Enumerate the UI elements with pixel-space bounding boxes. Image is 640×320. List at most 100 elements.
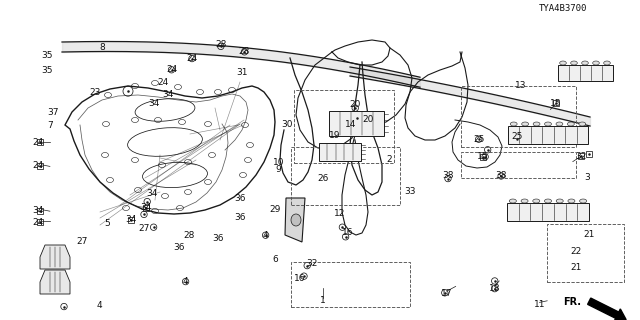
Text: 27: 27 [76, 237, 88, 246]
Text: 4: 4 [97, 301, 102, 310]
Text: 3: 3 [585, 173, 590, 182]
Text: 34: 34 [148, 100, 159, 108]
Ellipse shape [522, 122, 529, 126]
Text: 11: 11 [534, 300, 545, 309]
Text: 16: 16 [294, 274, 305, 283]
Bar [37, 220, 44, 225]
Text: 24: 24 [33, 218, 44, 227]
Ellipse shape [545, 199, 552, 203]
Text: 28: 28 [239, 47, 250, 56]
Bar [461, 152, 576, 178]
Text: 15: 15 [550, 99, 561, 108]
Text: 1: 1 [321, 296, 326, 305]
Ellipse shape [604, 61, 611, 65]
Bar [552, 100, 559, 106]
Text: 34: 34 [147, 189, 158, 198]
Bar [291, 262, 410, 307]
Ellipse shape [582, 61, 588, 65]
Ellipse shape [532, 199, 540, 203]
Ellipse shape [556, 122, 563, 126]
Text: 22: 22 [570, 247, 582, 256]
Text: 8: 8 [100, 43, 105, 52]
Text: 10: 10 [273, 158, 284, 167]
Ellipse shape [510, 122, 517, 126]
Text: 34: 34 [140, 204, 152, 212]
Bar [37, 140, 44, 145]
Text: 12: 12 [333, 209, 345, 218]
Text: 28: 28 [215, 40, 227, 49]
Text: 4: 4 [263, 231, 268, 240]
Text: 23: 23 [89, 88, 100, 97]
Bar [557, 65, 612, 81]
Ellipse shape [533, 122, 540, 126]
Bar [319, 143, 361, 161]
Text: 24: 24 [157, 78, 169, 87]
Text: 36: 36 [173, 244, 185, 252]
Ellipse shape [579, 122, 586, 126]
Text: 17: 17 [441, 289, 452, 298]
Text: 26: 26 [317, 174, 329, 183]
Text: 20: 20 [362, 115, 374, 124]
Bar [480, 154, 486, 160]
Bar [291, 147, 400, 205]
Text: 24: 24 [33, 138, 44, 147]
Bar [461, 86, 576, 147]
Text: 4: 4 [183, 277, 188, 286]
Text: 6: 6 [273, 255, 278, 264]
Text: 16: 16 [342, 228, 353, 237]
Bar [37, 208, 44, 213]
Text: 32: 32 [575, 152, 587, 161]
Text: 33: 33 [404, 187, 415, 196]
Text: 18: 18 [489, 284, 500, 293]
Text: 21: 21 [583, 230, 595, 239]
Text: 25: 25 [473, 135, 484, 144]
Ellipse shape [568, 199, 575, 203]
Ellipse shape [580, 199, 587, 203]
Text: 21: 21 [570, 263, 582, 272]
Text: 14: 14 [345, 120, 356, 129]
Text: TYA4B3700: TYA4B3700 [539, 4, 588, 13]
Text: 9: 9 [276, 165, 281, 174]
Polygon shape [40, 270, 70, 294]
Polygon shape [285, 198, 305, 242]
Text: 34: 34 [33, 206, 44, 215]
Ellipse shape [291, 214, 301, 226]
Bar [586, 151, 592, 156]
Ellipse shape [568, 122, 574, 126]
Text: 29: 29 [269, 205, 281, 214]
Bar [128, 217, 134, 223]
Text: 24: 24 [186, 54, 198, 63]
Text: 13: 13 [515, 81, 526, 90]
Text: 20: 20 [349, 100, 361, 109]
Text: 34: 34 [125, 215, 137, 224]
Text: 38: 38 [442, 172, 454, 180]
Bar [37, 163, 44, 169]
Text: 35: 35 [41, 66, 52, 75]
Bar [547, 224, 624, 282]
Ellipse shape [509, 199, 516, 203]
Text: FR.: FR. [563, 297, 581, 307]
Text: 2: 2 [387, 155, 392, 164]
Ellipse shape [556, 199, 563, 203]
Text: 31: 31 [236, 68, 248, 77]
Ellipse shape [571, 61, 577, 65]
Text: 19: 19 [329, 131, 340, 140]
Text: 36: 36 [234, 194, 246, 203]
Bar [578, 153, 584, 159]
Text: 15: 15 [477, 152, 489, 161]
Polygon shape [40, 245, 70, 269]
Ellipse shape [593, 61, 599, 65]
Text: 24: 24 [166, 65, 177, 74]
Text: 36: 36 [212, 234, 223, 243]
Bar [294, 90, 394, 163]
Text: 37: 37 [47, 108, 59, 117]
Text: 5: 5 [105, 220, 110, 228]
Text: 34: 34 [162, 90, 173, 99]
Ellipse shape [521, 199, 528, 203]
Text: 28: 28 [183, 231, 195, 240]
Text: 36: 36 [234, 213, 246, 222]
Ellipse shape [560, 61, 566, 65]
Ellipse shape [545, 122, 552, 126]
Text: 32: 32 [307, 259, 318, 268]
Text: 25: 25 [511, 132, 523, 141]
